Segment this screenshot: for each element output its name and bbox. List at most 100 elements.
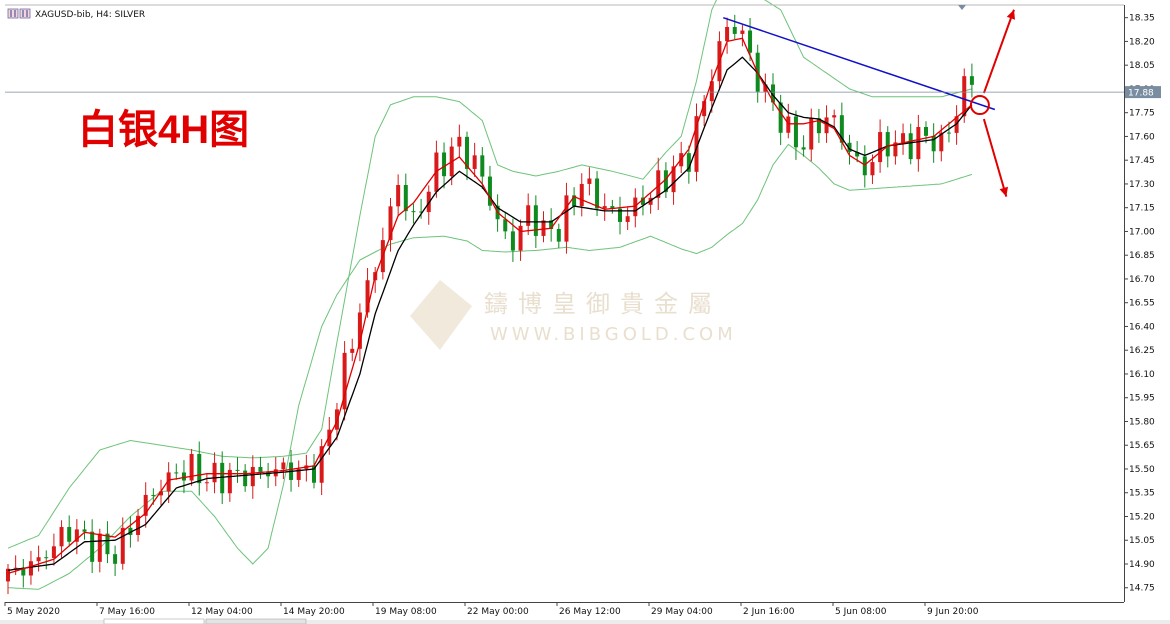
candle-body xyxy=(748,30,753,53)
candle-body xyxy=(113,554,118,564)
candle-body xyxy=(663,170,668,193)
candle-body xyxy=(633,197,638,217)
watermark-english: WWW.BIBGOLD.COM xyxy=(490,324,737,345)
x-tick-label: 22 May 00:00 xyxy=(467,607,529,617)
trendline xyxy=(723,16,996,111)
candle-body xyxy=(625,216,630,222)
candle-body xyxy=(786,116,791,133)
forecast-down-arrow-head xyxy=(999,186,1008,197)
candle-body xyxy=(74,529,79,542)
y-tick-label: 16.85 xyxy=(1129,251,1155,261)
candle-body xyxy=(931,135,936,152)
candle-body xyxy=(771,84,775,103)
candle-body xyxy=(13,567,18,569)
annotations xyxy=(723,9,1015,197)
candle-body xyxy=(579,183,584,207)
candle-body xyxy=(939,132,944,152)
timeframe-icon[interactable] xyxy=(19,8,31,19)
candle-body xyxy=(166,472,171,492)
y-tick-label: 15.50 xyxy=(1129,465,1155,475)
bottom-tab-strip xyxy=(0,618,1170,624)
y-tick-label: 15.80 xyxy=(1129,417,1155,427)
candle-body xyxy=(487,176,492,206)
candle-body xyxy=(847,142,852,152)
x-tick-label: 7 May 16:00 xyxy=(99,607,155,617)
y-tick-label: 16.25 xyxy=(1129,346,1155,356)
candle-body xyxy=(105,533,110,555)
chart-tab[interactable] xyxy=(205,618,307,624)
candle-body xyxy=(908,133,913,160)
candle-body xyxy=(725,26,730,42)
candle-body xyxy=(457,136,462,147)
candle-body xyxy=(602,206,607,209)
candle-body xyxy=(258,466,263,472)
candle-body xyxy=(916,127,921,160)
y-tick-label: 14.75 xyxy=(1129,584,1155,594)
candle-body xyxy=(350,348,355,353)
candle-body xyxy=(694,116,699,172)
moving-averages xyxy=(7,37,973,575)
x-tick-label: 14 May 20:00 xyxy=(283,607,345,617)
candle-body xyxy=(732,26,737,34)
candle-body xyxy=(296,468,301,480)
candle-body xyxy=(472,155,477,169)
candle-body xyxy=(556,228,561,242)
candle-body xyxy=(97,533,102,562)
forecast-up-arrow-shaft xyxy=(982,9,1015,94)
y-tick-label: 17.75 xyxy=(1129,109,1155,119)
candle-body xyxy=(465,136,469,169)
candle-body xyxy=(28,561,33,576)
candle-body xyxy=(67,527,72,542)
x-tick-label: 2 Jun 16:00 xyxy=(743,607,795,617)
candle-body xyxy=(327,429,332,447)
watermark: 鑄博皇御貴金屬 WWW.BIBGOLD.COM xyxy=(410,280,737,350)
candle-body xyxy=(365,280,370,313)
candle-body xyxy=(503,219,508,232)
chart-type-icon[interactable] xyxy=(7,8,19,19)
candle-body xyxy=(388,206,393,241)
candle-body xyxy=(235,469,240,471)
candle-body xyxy=(6,568,10,582)
candle-body xyxy=(572,195,577,207)
y-tick-label: 16.40 xyxy=(1129,322,1155,332)
symbol-label: XAGUSD-bib, H4: SILVER xyxy=(35,10,145,20)
candle-body xyxy=(855,151,860,157)
y-tick-label: 18.05 xyxy=(1129,61,1155,71)
candle-body xyxy=(969,76,974,85)
tab-strip-bg xyxy=(0,620,1170,624)
candle-body xyxy=(312,465,316,483)
candle-body xyxy=(181,472,186,481)
candle-body xyxy=(227,469,232,494)
candle-body xyxy=(281,462,286,470)
candle-body xyxy=(541,220,546,236)
candle-body xyxy=(197,453,202,484)
candle-body xyxy=(250,466,255,487)
x-tick-label: 5 Jun 08:00 xyxy=(835,607,887,617)
candle-body xyxy=(526,205,531,226)
y-tick-label: 15.35 xyxy=(1129,489,1155,499)
breakout-circle xyxy=(969,95,990,116)
candle-body xyxy=(816,118,821,134)
bollinger-upper-line xyxy=(7,0,973,549)
candle-body xyxy=(174,472,179,474)
y-axis: 18.3518.2018.0517.9017.7517.6017.4517.30… xyxy=(5,14,1161,594)
y-tick-label: 15.05 xyxy=(1129,536,1155,546)
candle-body xyxy=(686,153,691,172)
y-tick-label: 16.70 xyxy=(1129,275,1155,285)
candle-body xyxy=(832,115,837,118)
candle-body xyxy=(656,170,661,198)
x-tick-label: 29 May 04:00 xyxy=(651,607,713,617)
chart-tab[interactable] xyxy=(103,618,205,624)
candle-body xyxy=(44,557,49,559)
y-tick-label: 18.35 xyxy=(1129,14,1155,24)
candle-body xyxy=(671,166,676,193)
candle-body xyxy=(403,185,408,212)
x-tick-label: 9 Jun 20:00 xyxy=(927,607,979,617)
candle-body xyxy=(901,133,906,143)
scroll-marker-icon[interactable] xyxy=(958,5,966,10)
candle-body xyxy=(640,197,645,205)
y-tick-label: 15.95 xyxy=(1129,394,1155,404)
candle-body xyxy=(778,102,783,133)
candle-body xyxy=(480,155,485,177)
